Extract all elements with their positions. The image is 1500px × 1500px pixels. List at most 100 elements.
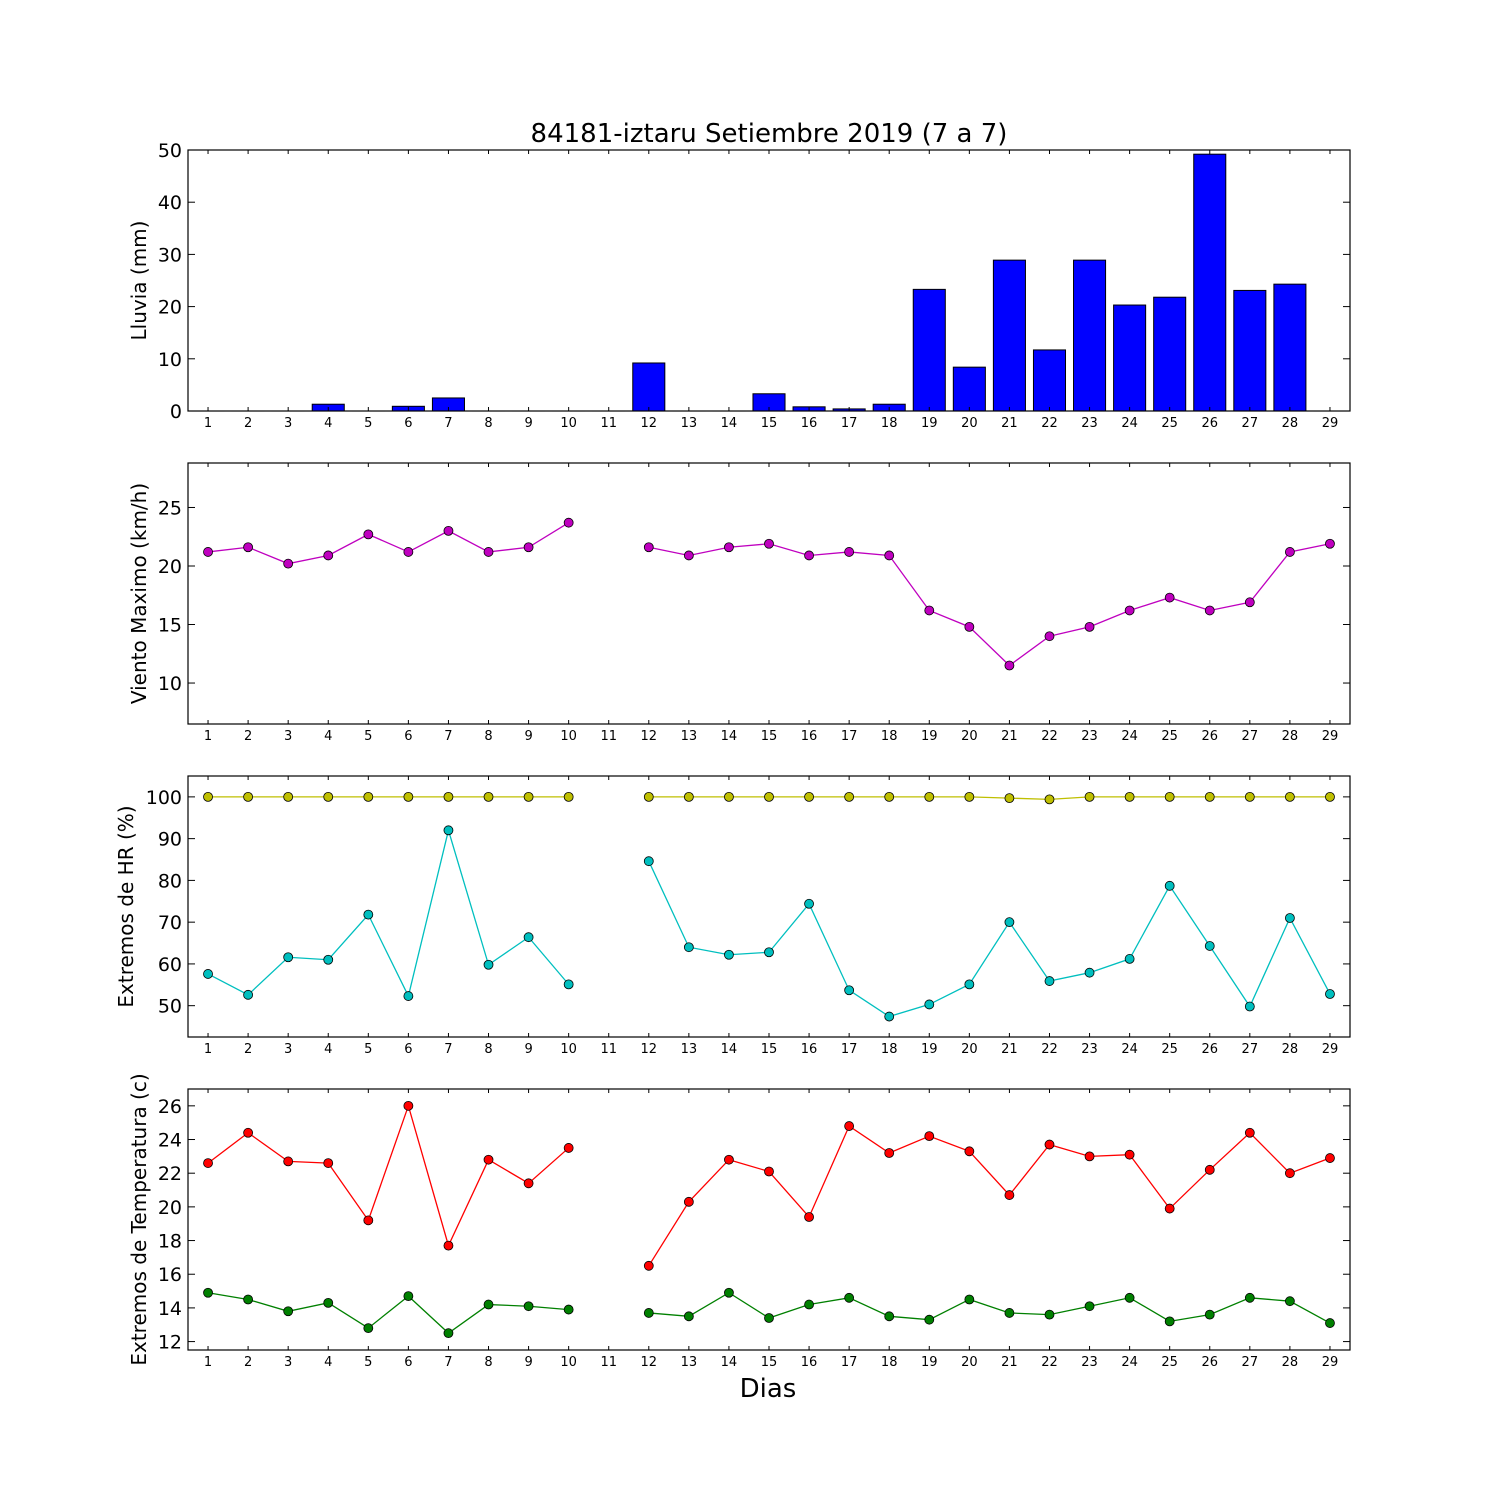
humidity-series-2-line (207, 827, 1331, 1018)
x-tick-label: 3 (284, 1355, 292, 1370)
temperature-series-1-point-day-10 (563, 1143, 574, 1153)
x-tick-label: 2 (244, 1355, 252, 1370)
temperature-series-2-point-day-4 (323, 1297, 334, 1308)
wind-series-1-point-day-29 (1325, 538, 1335, 549)
humidity-series-2-point-day-29 (1325, 989, 1335, 999)
humidity-series-2-point-day-12 (643, 856, 654, 867)
humidity-series-1-point-day-27 (1244, 791, 1255, 802)
y-tick-label: 22 (158, 1163, 182, 1185)
x-tick-label: 1 (204, 1355, 212, 1370)
wind-series-1-point-day-14 (724, 542, 734, 553)
wind-series-1-point-day-24 (1124, 605, 1135, 616)
y-tick-label: 20 (158, 556, 182, 578)
x-tick-label: 22 (1041, 729, 1058, 744)
wind-series-1-point-day-16 (804, 550, 814, 561)
humidity-series-1-point-day-10 (563, 791, 574, 802)
x-axis-label: Dias (740, 1374, 797, 1404)
temperature-series-1-point-day-14 (724, 1154, 734, 1165)
temperature-series-2-point-day-8 (483, 1299, 494, 1310)
temperature-series-1-point-day-21 (1004, 1190, 1015, 1200)
humidity-series-2-point-day-16 (804, 898, 814, 909)
humidity-y-axis-label: Extremos de HR (%) (114, 805, 138, 1007)
x-tick-label: 15 (761, 416, 778, 431)
bar-day-22 (1032, 349, 1067, 412)
humidity-series-2-point-day-4 (323, 954, 334, 965)
humidity-series-1-point-day-28 (1284, 791, 1295, 802)
wind-data-marks (203, 517, 1335, 671)
humidity-series-2-point-day-28 (1284, 913, 1295, 923)
temperature-series-2-point-day-28 (1284, 1296, 1295, 1307)
wind-series-1-point-day-9 (523, 542, 534, 553)
wind-series-1-point-day-21 (1004, 660, 1015, 671)
x-tick-label: 3 (284, 416, 292, 431)
x-tick-label: 6 (404, 416, 412, 431)
x-tick-label: 12 (641, 416, 658, 431)
x-tick-label: 21 (1001, 1042, 1018, 1057)
humidity-series-2-point-day-21 (1004, 917, 1015, 928)
x-tick-label: 23 (1081, 729, 1098, 744)
wind-series-1-point-day-4 (323, 550, 334, 561)
y-tick-label: 20 (158, 1197, 182, 1219)
temperature-series-2-point-day-1 (203, 1287, 213, 1298)
x-tick-label: 8 (484, 416, 492, 431)
wind-series-1-point-day-7 (443, 525, 454, 536)
y-tick-label: 90 (158, 829, 182, 851)
humidity-series-1-point-day-8 (483, 791, 494, 802)
x-tick-label: 5 (364, 1355, 372, 1370)
y-tick-label: 70 (158, 912, 182, 934)
temperature-series-1-point-day-13 (683, 1196, 694, 1207)
humidity-series-2-point-day-17 (844, 985, 855, 996)
x-tick-label: 11 (600, 729, 617, 744)
x-tick-label: 24 (1121, 1355, 1138, 1370)
x-tick-label: 21 (1001, 1355, 1018, 1370)
humidity-series-2-point-day-23 (1084, 967, 1095, 978)
x-tick-label: 9 (524, 1355, 532, 1370)
x-tick-label: 10 (560, 1355, 577, 1370)
bar-day-28 (1273, 283, 1307, 412)
y-tick-label: 14 (158, 1298, 182, 1320)
humidity-series-2-point-day-19 (924, 999, 935, 1010)
temperature-y-axis: 12 14 16 18 20 22 24 26 (158, 1096, 1350, 1354)
humidity-series-2-point-day-7 (443, 825, 454, 836)
x-tick-label: 20 (961, 1042, 978, 1057)
temperature-series-1-point-day-27 (1244, 1127, 1255, 1138)
y-tick-label: 24 (158, 1130, 182, 1152)
bar-day-25 (1153, 296, 1187, 412)
y-tick-label: 16 (158, 1264, 182, 1286)
x-tick-label: 16 (801, 1355, 818, 1370)
temperature-series-1-line (207, 1103, 1331, 1267)
x-tick-label: 27 (1242, 416, 1259, 431)
x-tick-label: 2 (244, 416, 252, 431)
x-tick-label: 17 (841, 416, 858, 431)
x-tick-label: 6 (404, 729, 412, 744)
wind-series-1-point-day-10 (563, 517, 574, 528)
bar-day-24 (1113, 304, 1147, 412)
x-tick-label: 26 (1201, 416, 1218, 431)
temperature-series-1-point-day-12 (643, 1260, 654, 1271)
bar-day-20 (952, 366, 986, 412)
humidity-data-marks (203, 791, 1335, 1022)
humidity-series-1-point-day-6 (403, 791, 414, 802)
x-tick-label: 18 (881, 1042, 898, 1057)
x-tick-label: 29 (1322, 1355, 1339, 1370)
temperature-series-1-point-day-1 (203, 1158, 213, 1168)
x-tick-label: 12 (641, 1355, 658, 1370)
humidity-series-2-point-day-20 (964, 979, 975, 990)
temperature-series-2-point-day-26 (1204, 1309, 1215, 1320)
x-tick-label: 3 (284, 1042, 292, 1057)
x-tick-label: 27 (1242, 1355, 1259, 1370)
humidity-series-1-point-day-23 (1084, 791, 1095, 802)
y-tick-label: 60 (158, 954, 182, 976)
x-tick-label: 19 (921, 729, 938, 744)
wind-series-1-point-day-5 (363, 529, 374, 540)
temperature-series-2-point-day-29 (1325, 1318, 1335, 1328)
temperature-series-2-point-day-5 (363, 1323, 374, 1334)
x-tick-label: 8 (484, 1355, 492, 1370)
y-tick-label: 80 (158, 870, 182, 892)
temperature-series-1-point-day-25 (1164, 1203, 1175, 1214)
x-tick-label: 1 (204, 1042, 212, 1057)
wind-series-1-point-day-13 (683, 550, 694, 561)
